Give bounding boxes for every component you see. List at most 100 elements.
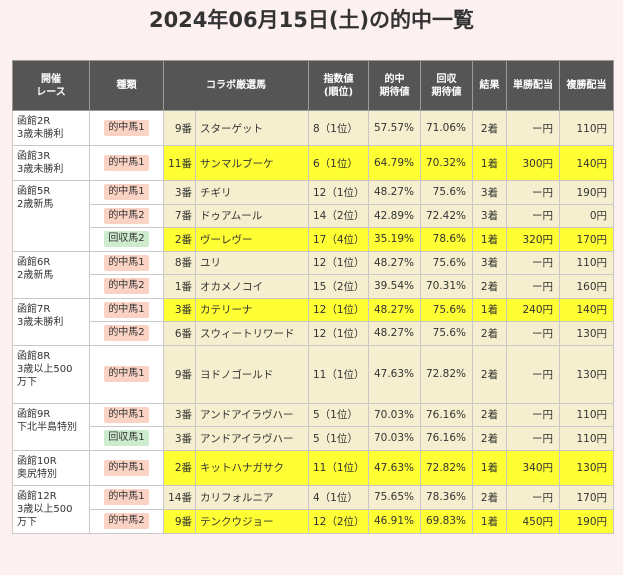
win-payout: 450円 xyxy=(506,508,560,534)
race-cell: 函館6R 2歳新馬 xyxy=(12,250,90,299)
index-value: 8（1位） xyxy=(308,110,369,146)
horse-name: スターゲット xyxy=(195,110,309,146)
index-value: 15（2位） xyxy=(308,274,369,299)
return-expectation: 70.31% xyxy=(420,274,473,299)
col-hit-exp-header: 的中 期待値 xyxy=(368,60,421,111)
hit-expectation: 48.27% xyxy=(368,297,421,322)
col-ret-exp-header: 回収 期待値 xyxy=(420,60,473,111)
horse-name: アンドアイラヴハー xyxy=(195,426,309,451)
result: 2着 xyxy=(472,321,507,346)
horse-name: カリフォルニア xyxy=(195,484,309,510)
result: 3着 xyxy=(472,250,507,275)
return-expectation: 72.82% xyxy=(420,449,473,486)
hit-expectation: 57.57% xyxy=(368,110,421,146)
horse-number: 2番 xyxy=(163,227,196,252)
index-value: 5（1位） xyxy=(308,426,369,451)
race-label: 函館3R 3歳未勝利 xyxy=(17,151,64,175)
hit-expectation: 70.03% xyxy=(368,426,421,451)
horse-number: 3番 xyxy=(163,402,196,427)
horse-name: アンドアイラヴハー xyxy=(195,402,309,427)
result: 1着 xyxy=(472,508,507,534)
win-payout: ー円 xyxy=(506,250,560,275)
type-cell: 的中馬1 xyxy=(89,145,164,181)
page-title: 2024年06月15日(土)の的中一覧 xyxy=(148,8,475,32)
index-value: 17（4位） xyxy=(308,227,369,252)
horse-number: 9番 xyxy=(163,508,196,534)
return-expectation: 75.6% xyxy=(420,321,473,346)
win-payout: ー円 xyxy=(506,110,560,146)
type-cell: 的中馬1 xyxy=(89,402,164,427)
hit-expectation: 39.54% xyxy=(368,274,421,299)
hit-expectation: 48.27% xyxy=(368,180,421,205)
horse-number: 1番 xyxy=(163,274,196,299)
race-label: 函館12R 3歳以上500 万下 xyxy=(17,490,73,528)
hit-expectation: 48.27% xyxy=(368,250,421,275)
col-place-header: 複勝配当 xyxy=(559,60,614,111)
result: 2着 xyxy=(472,426,507,451)
type-cell: 的中馬1 xyxy=(89,180,164,205)
hit-horse-badge: 的中馬2 xyxy=(104,513,149,529)
horse-name: オカメノコイ xyxy=(195,274,309,299)
index-value: 12（2位） xyxy=(308,508,369,534)
race-cell: 函館7R 3歳未勝利 xyxy=(12,297,90,346)
place-payout: 160円 xyxy=(559,274,614,299)
race-cell: 函館2R 3歳未勝利 xyxy=(12,110,90,146)
table-row: 回収馬2 2番 ヴーレヴー 17（4位） 35.19% 78.6% 1着 320円 170円 xyxy=(13,227,614,252)
place-payout: 110円 xyxy=(559,110,614,146)
place-payout: 0円 xyxy=(559,203,614,228)
place-payout: 170円 xyxy=(559,484,614,510)
table-row: 回収馬1 3番 アンドアイラヴハー 5（1位） 70.03% 76.16% 2着 ー円 110円 xyxy=(13,426,614,451)
race-cell: 函館9R 下北半島特別 xyxy=(12,402,90,451)
hit-horse-badge: 的中馬2 xyxy=(104,325,149,342)
return-expectation: 69.83% xyxy=(420,508,473,534)
result: 3着 xyxy=(472,203,507,228)
table-row: 的中馬2 7番 ドゥアムール 14（2位） 42.89% 72.42% 3着 ー円 0円 xyxy=(13,203,614,228)
type-cell: 的中馬2 xyxy=(89,321,164,346)
type-cell: 回収馬2 xyxy=(89,227,164,252)
index-value: 12（1位） xyxy=(308,297,369,322)
type-cell: 的中馬1 xyxy=(89,484,164,510)
index-value: 6（1位） xyxy=(308,145,369,181)
return-expectation: 76.16% xyxy=(420,426,473,451)
hit-horse-badge: 的中馬1 xyxy=(104,184,149,201)
place-payout: 190円 xyxy=(559,508,614,534)
table-row: 的中馬2 6番 スウィートリワード 12（1位） 48.27% 75.6% 2着 ー円 130円 xyxy=(13,321,614,346)
place-payout: 130円 xyxy=(559,344,614,404)
win-payout: ー円 xyxy=(506,203,560,228)
type-cell: 的中馬1 xyxy=(89,110,164,146)
col-win-header: 単勝配当 xyxy=(506,60,560,111)
place-payout: 110円 xyxy=(559,426,614,451)
place-payout: 140円 xyxy=(559,145,614,181)
win-payout: 300円 xyxy=(506,145,560,181)
race-cell: 函館3R 3歳未勝利 xyxy=(12,145,90,181)
hit-horse-badge: 的中馬1 xyxy=(104,406,149,423)
horse-number: 8番 xyxy=(163,250,196,275)
result: 1着 xyxy=(472,449,507,486)
horse-name: ユリ xyxy=(195,250,309,275)
result: 1着 xyxy=(472,297,507,322)
win-payout: ー円 xyxy=(506,274,560,299)
return-expectation: 71.06% xyxy=(420,110,473,146)
return-expectation: 72.82% xyxy=(420,344,473,404)
horse-number: 3番 xyxy=(163,180,196,205)
horse-name: キットハナガサク xyxy=(195,449,309,486)
place-payout: 110円 xyxy=(559,402,614,427)
table-row: 的中馬2 1番 オカメノコイ 15（2位） 39.54% 70.31% 2着 ー円 160円 xyxy=(13,274,614,299)
result: 1着 xyxy=(472,227,507,252)
horse-name: サンマルブーケ xyxy=(195,145,309,181)
result: 1着 xyxy=(472,145,507,181)
hit-horse-badge: 的中馬1 xyxy=(104,301,149,318)
return-horse-badge: 回収馬1 xyxy=(104,430,149,447)
index-value: 12（1位） xyxy=(308,180,369,205)
horse-number: 3番 xyxy=(163,426,196,451)
type-cell: 回収馬1 xyxy=(89,426,164,451)
col-index-header: 指数値 (順位) xyxy=(308,60,369,111)
win-payout: 340円 xyxy=(506,449,560,486)
index-value: 5（1位） xyxy=(308,402,369,427)
win-payout: 320円 xyxy=(506,227,560,252)
result: 2着 xyxy=(472,402,507,427)
hit-expectation: 70.03% xyxy=(368,402,421,427)
hit-horse-badge: 的中馬2 xyxy=(104,278,149,295)
result: 2着 xyxy=(472,274,507,299)
race-label: 函館10R 奥尻特別 xyxy=(17,455,57,480)
